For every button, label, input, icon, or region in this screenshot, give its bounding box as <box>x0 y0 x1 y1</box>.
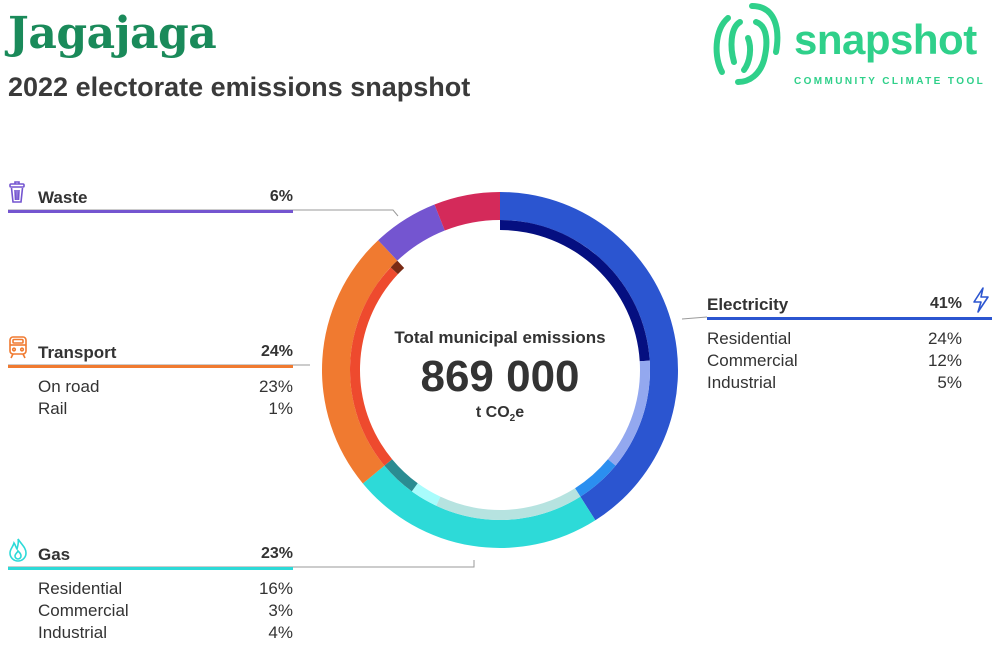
donut-slice-other <box>434 192 500 231</box>
center-total-label: Total municipal emissions <box>394 328 606 347</box>
logo-tagline: COMMUNITY CLIMATE TOOL <box>794 76 986 87</box>
donut-inner-slice-electricity-commercial <box>607 360 650 466</box>
sub-percent: 16% <box>258 579 293 598</box>
sub-label: Industrial <box>38 623 107 642</box>
category-waste: Waste 6% <box>8 181 293 213</box>
sub-label: Residential <box>707 329 792 348</box>
sub-row-industrial: Industrial 4% <box>8 620 293 642</box>
category-gas: Gas 23% Residential 16% Commercial 3% In… <box>8 538 293 642</box>
category-name: Transport <box>38 343 117 362</box>
sub-percent: 12% <box>927 351 962 370</box>
donut-inner-slice-gas-industrial <box>384 459 418 492</box>
flame-icon <box>9 538 27 562</box>
center-total-value: 869 000 <box>420 352 580 401</box>
category-transport: Transport 24% On road 23% Rail 1% <box>8 336 293 418</box>
sub-row-industrial: Industrial 5% <box>707 370 992 392</box>
sub-label: Commercial <box>38 601 129 620</box>
snapshot-logo: snapshot COMMUNITY CLIMATE TOOL <box>712 0 1000 92</box>
center-total-unit: t CO2e <box>380 404 620 424</box>
electricity-leader-line <box>681 316 708 320</box>
donut-slice-electricity <box>500 192 679 521</box>
donut-slice-waste <box>378 204 445 261</box>
category-underline <box>8 365 293 368</box>
sub-label: Industrial <box>707 373 776 392</box>
category-underline <box>8 210 293 213</box>
donut-inner-slice-electricity-residential <box>500 220 650 362</box>
page-subtitle: 2022 electorate emissions snapshot <box>8 72 471 102</box>
sub-percent: 5% <box>937 373 962 392</box>
donut-slice-transport <box>322 240 398 484</box>
category-name: Gas <box>38 545 71 564</box>
category-percent: 6% <box>269 188 293 205</box>
unit-suffix: e <box>515 404 525 421</box>
sub-percent: 23% <box>258 377 293 396</box>
donut-inner-slice-electricity-industrial <box>575 459 616 497</box>
sub-row-rail: Rail 1% <box>8 396 293 418</box>
fingerprint-logo-icon <box>713 3 781 85</box>
sub-row-on-road: On road 23% <box>8 374 293 396</box>
sub-label: Residential <box>38 579 123 598</box>
sub-label: Rail <box>38 399 68 418</box>
donut-slice-gas <box>362 465 596 548</box>
sub-percent: 3% <box>268 601 293 620</box>
category-percent: 24% <box>260 343 293 360</box>
unit-subscript: 2 <box>509 413 516 425</box>
sub-percent: 1% <box>268 399 293 418</box>
category-electricity: Electricity 41% Residential 24% Commerci… <box>707 287 992 392</box>
sub-label: On road <box>38 377 100 396</box>
sub-row-residential: Residential 16% <box>8 576 293 598</box>
train-icon <box>9 336 27 359</box>
category-name: Electricity <box>707 295 789 314</box>
sub-percent: 24% <box>927 329 962 348</box>
page-title: Jagajaga <box>8 8 217 59</box>
sub-row-residential: Residential 24% <box>707 326 992 348</box>
category-underline <box>707 317 992 320</box>
category-percent: 41% <box>929 295 962 312</box>
sub-row-commercial: Commercial 12% <box>707 348 992 370</box>
bin-icon <box>9 181 25 203</box>
sub-row-commercial: Commercial 3% <box>8 598 293 620</box>
sub-label: Commercial <box>707 351 798 370</box>
donut-inner-slice-transport-on-road <box>350 267 398 466</box>
donut-inner-slice-gas-residential <box>436 488 581 520</box>
donut-inner-slice-transport-rail <box>390 260 405 275</box>
lightning-bolt-icon <box>973 287 989 313</box>
donut-inner-slice-gas-commercial <box>411 483 441 506</box>
category-underline <box>8 567 293 570</box>
category-name: Waste <box>38 188 88 207</box>
unit-prefix: t CO <box>475 404 510 421</box>
logo-wordmark: snapshot <box>794 16 977 63</box>
sub-percent: 4% <box>268 623 293 642</box>
category-percent: 23% <box>260 545 293 562</box>
